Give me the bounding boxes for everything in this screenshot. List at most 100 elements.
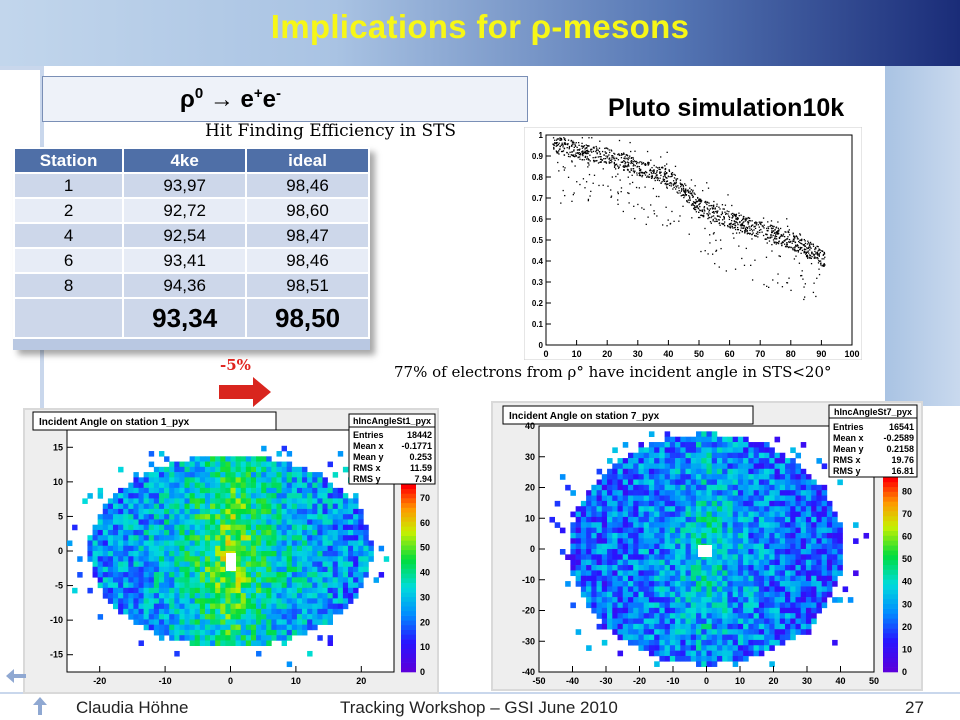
heatmap-cell: [701, 490, 707, 496]
heatmap-cell: [696, 623, 702, 630]
heatmap-cell: [732, 522, 739, 528]
heatmap-cell: [638, 490, 644, 496]
heatmap-cell: [800, 532, 807, 539]
heatmap-cell: [307, 482, 313, 489]
heatmap-cell: [622, 607, 629, 614]
heatmap-cell: [291, 572, 298, 578]
data-point: [793, 236, 796, 238]
data-point: [766, 227, 768, 230]
data-point: [734, 228, 737, 231]
heatmap-cell: [627, 495, 634, 502]
color-scale-step: [401, 493, 416, 499]
data-point: [727, 224, 729, 227]
heatmap-cell: [174, 587, 180, 594]
data-point: [698, 204, 700, 206]
data-point: [692, 189, 694, 192]
heatmap-cell: [617, 511, 624, 518]
heatmap-cell: [235, 545, 242, 552]
heatmap-cell: [732, 538, 739, 544]
heatmap-cell: [795, 452, 802, 459]
heatmap-cell: [607, 570, 613, 577]
heatmap-cell: [748, 613, 754, 619]
heatmap-cell: [337, 587, 344, 594]
heatmap-cell: [669, 559, 676, 566]
heatmap-cell: [240, 556, 247, 562]
heatmap-cell: [701, 431, 707, 437]
heatmap-cell: [220, 635, 226, 641]
heatmap-cell: [690, 607, 697, 614]
data-point: [697, 208, 700, 210]
heatmap-cell: [148, 540, 155, 547]
heatmap-cell: [133, 487, 139, 494]
heatmap-cell: [225, 619, 231, 625]
heatmap-cell: [179, 466, 185, 473]
heatmap-cell: [302, 624, 308, 631]
heatmap-cell: [659, 607, 665, 614]
heatmap-cell: [220, 572, 226, 578]
heatmap-cell: [322, 572, 328, 578]
data-point: [650, 171, 652, 174]
data-point: [644, 163, 646, 166]
heatmap-cell: [138, 477, 144, 483]
data-point: [724, 204, 727, 206]
heatmap-cell: [716, 458, 723, 464]
heatmap-cell: [711, 511, 718, 518]
heatmap-cell: [659, 629, 665, 635]
heatmap-cell: [832, 597, 838, 603]
data-point: [731, 225, 734, 228]
heatmap-cell: [337, 529, 344, 536]
data-point: [740, 214, 742, 216]
data-point: [627, 169, 629, 171]
heatmap-cell: [358, 572, 364, 578]
data-point: [729, 227, 732, 229]
data-point: [808, 247, 810, 249]
heatmap-cell: [622, 495, 629, 502]
heatmap-cell: [102, 582, 109, 589]
heatmap-cell: [240, 561, 247, 568]
heatmap-cell: [654, 442, 660, 448]
heatmap-cell: [586, 527, 592, 534]
data-point: [649, 169, 651, 172]
data-point: [665, 184, 668, 186]
heatmap-cell: [711, 532, 718, 539]
heatmap-cell: [128, 487, 134, 494]
heatmap-cell: [266, 556, 272, 562]
data-point: [809, 241, 812, 244]
data-point: [578, 149, 580, 151]
data-point: [697, 200, 699, 203]
heatmap-cell: [220, 461, 226, 468]
heatmap-cell: [627, 538, 634, 544]
heatmap-cell: [753, 645, 760, 651]
heatmap-cell: [832, 538, 838, 544]
heatmap-cell: [179, 472, 185, 478]
heatmap-cell: [795, 522, 802, 528]
data-point: [587, 198, 590, 201]
heatmap-cell: [816, 500, 822, 507]
heatmap-cell: [607, 516, 613, 523]
heatmap-cell: [245, 524, 252, 531]
heatmap-cell: [353, 514, 359, 520]
heatmap-cell: [627, 479, 634, 486]
data-point: [715, 220, 717, 222]
data-point: [676, 178, 679, 180]
heatmap-cell: [769, 549, 775, 555]
heatmap-cell: [664, 607, 671, 614]
data-point: [555, 145, 557, 147]
heatmap-cell: [680, 581, 686, 587]
heatmap-cell: [800, 570, 807, 577]
heatmap-cell: [690, 570, 697, 577]
data-point: [732, 227, 734, 229]
heatmap-cell: [210, 629, 216, 636]
data-point: [579, 152, 582, 155]
heatmap-cell: [256, 551, 262, 557]
heatmap-cell: [332, 587, 339, 594]
heatmap-cell: [622, 500, 629, 507]
heatmap-cell: [690, 468, 697, 475]
heatmap-cell: [337, 556, 344, 562]
heatmap-cell: [617, 479, 624, 486]
data-point: [658, 195, 660, 198]
heatmap-cell: [348, 535, 354, 541]
heatmap-cell: [312, 472, 318, 478]
data-point: [571, 200, 573, 202]
data-point: [779, 227, 782, 230]
